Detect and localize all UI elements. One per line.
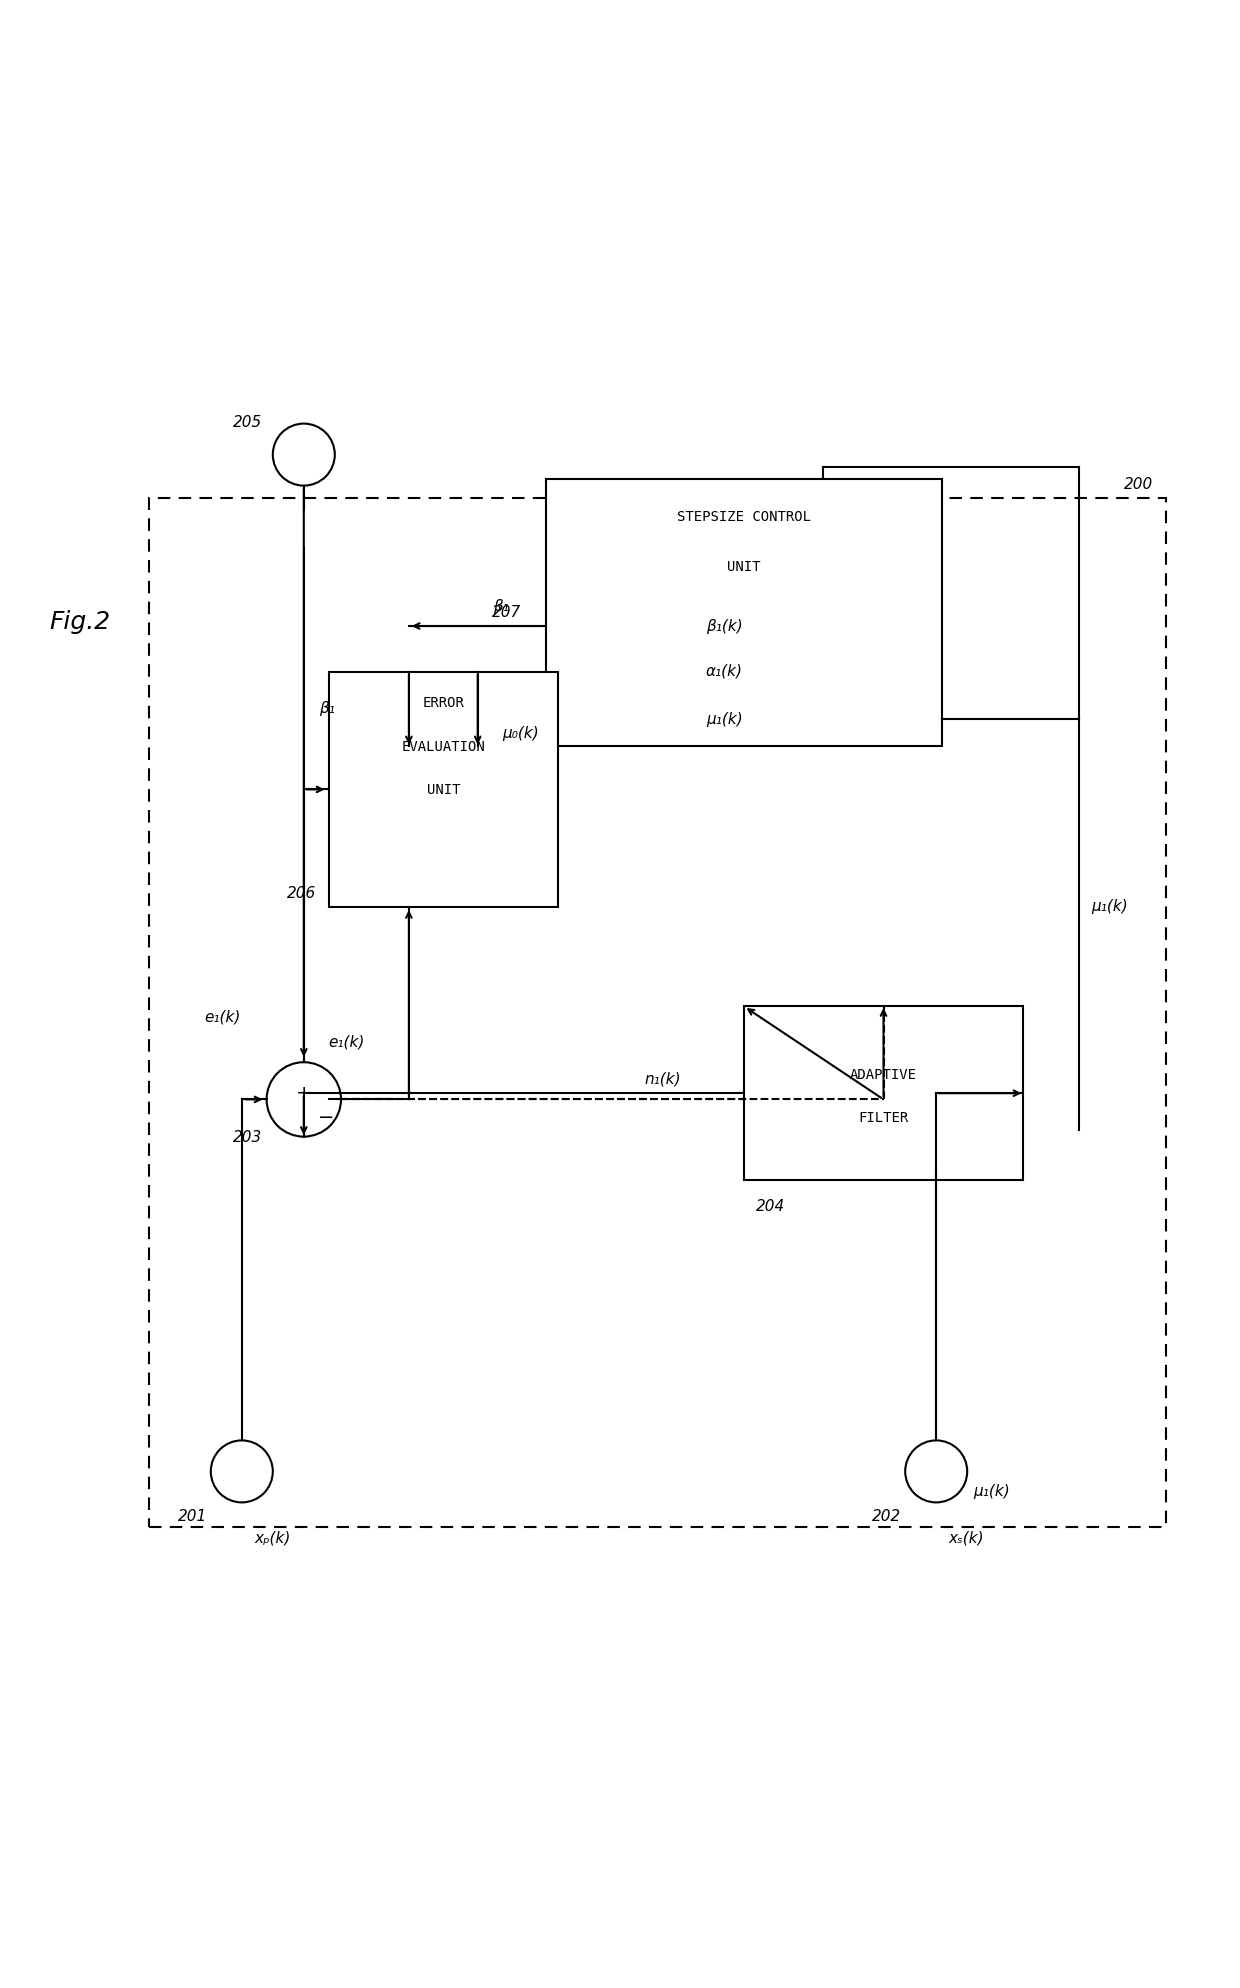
Circle shape [267, 1062, 341, 1137]
Text: β₁: β₁ [492, 598, 508, 614]
Text: ERROR: ERROR [423, 696, 464, 710]
Text: xₛ(k): xₛ(k) [949, 1531, 985, 1547]
Text: UNIT: UNIT [727, 561, 761, 575]
Circle shape [211, 1441, 273, 1503]
Text: μ₁(k): μ₁(k) [973, 1483, 1011, 1499]
Text: ADAPTIVE: ADAPTIVE [849, 1068, 918, 1081]
Text: xₚ(k): xₚ(k) [254, 1531, 290, 1547]
FancyBboxPatch shape [546, 479, 942, 746]
Text: n₁(k): n₁(k) [645, 1072, 682, 1087]
Text: 202: 202 [872, 1509, 901, 1523]
Text: 206: 206 [286, 887, 316, 901]
Text: 200: 200 [1123, 477, 1153, 491]
Text: μ₀(k): μ₀(k) [502, 726, 539, 742]
Text: EVALUATION: EVALUATION [402, 740, 485, 753]
Text: μ₁(k): μ₁(k) [1091, 899, 1128, 914]
FancyBboxPatch shape [329, 672, 558, 907]
Text: STEPSIZE CONTROL: STEPSIZE CONTROL [677, 511, 811, 525]
Text: μ₁(k): μ₁(k) [706, 712, 743, 728]
Text: −: − [317, 1109, 335, 1127]
FancyBboxPatch shape [744, 1006, 1023, 1181]
Text: 201: 201 [177, 1509, 207, 1523]
Text: e₁(k): e₁(k) [205, 1010, 241, 1026]
Text: α₁(k): α₁(k) [706, 664, 743, 678]
Text: β₁: β₁ [319, 702, 335, 716]
Text: 207: 207 [491, 604, 521, 620]
Text: UNIT: UNIT [427, 783, 460, 797]
Text: e₁(k): e₁(k) [329, 1036, 365, 1050]
Circle shape [905, 1441, 967, 1503]
Text: β₁(k): β₁(k) [706, 618, 743, 634]
Text: 205: 205 [233, 415, 263, 429]
Text: 203: 203 [233, 1131, 263, 1145]
Text: Fig.2: Fig.2 [50, 610, 110, 634]
Text: FILTER: FILTER [858, 1111, 909, 1125]
Text: 204: 204 [756, 1199, 786, 1213]
Circle shape [273, 423, 335, 485]
Text: +: + [295, 1083, 312, 1103]
